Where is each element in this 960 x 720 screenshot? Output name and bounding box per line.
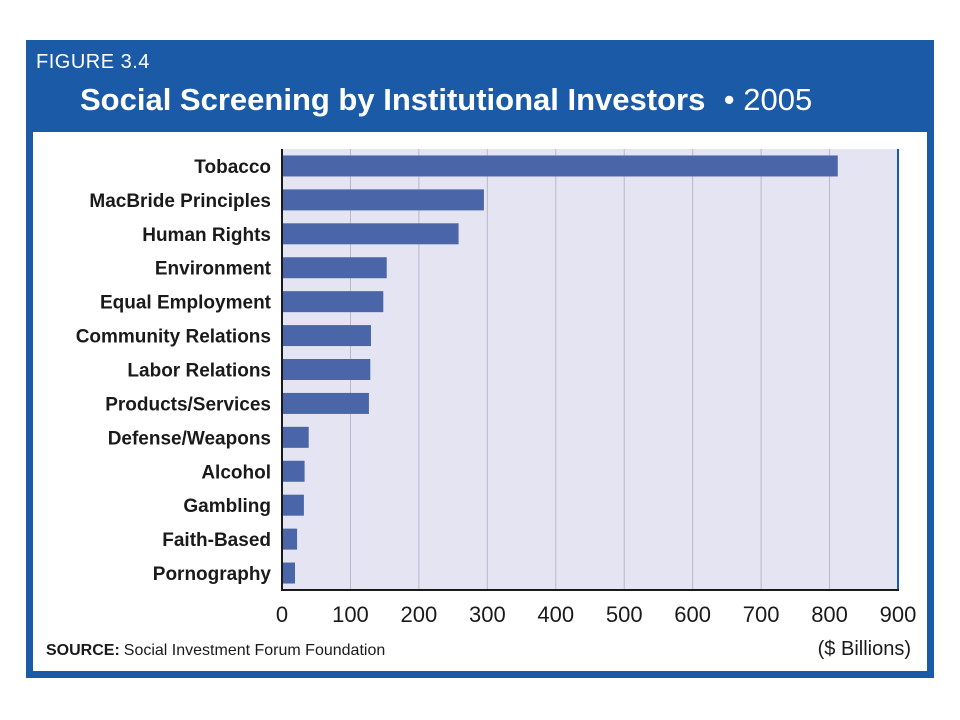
bar — [282, 528, 298, 550]
figure-frame: FIGURE 3.4 Social Screening by Instituti… — [26, 40, 934, 678]
category-label: Tobacco — [194, 157, 271, 178]
category-label: Defense/Weapons — [108, 428, 271, 449]
plot-area — [282, 149, 898, 590]
bar — [282, 359, 371, 380]
bar — [282, 494, 304, 516]
category-label: MacBride Principles — [89, 191, 271, 212]
bar — [282, 155, 838, 177]
x-axis-unit: ($ Billions) — [817, 638, 911, 660]
x-tick-label: 200 — [401, 602, 438, 627]
chart-title: Social Screening by Institutional Invest… — [80, 82, 706, 117]
x-tick-label: 400 — [537, 602, 574, 627]
source-label: SOURCE: — [46, 642, 120, 659]
chart-year: • 2005 — [723, 82, 813, 117]
category-label: Alcohol — [201, 462, 271, 483]
bar — [282, 189, 484, 211]
source-note: SOURCE: Social Investment Forum Foundatio… — [46, 642, 385, 660]
x-tick-label: 100 — [332, 602, 369, 627]
category-label: Gambling — [183, 496, 271, 517]
x-tick-label: 900 — [880, 602, 917, 627]
bar — [282, 460, 305, 482]
bar — [282, 257, 387, 279]
chart-panel: 0 100 200 300 400 500 600 700 800 900 Tobacco MacBr… — [33, 132, 927, 671]
bar — [282, 392, 369, 414]
figure-header: FIGURE 3.4 Social Screening by Instituti… — [26, 40, 934, 132]
x-tick-label: 800 — [811, 602, 848, 627]
category-label: Pornography — [153, 564, 272, 585]
bar — [282, 562, 296, 584]
category-label: Environment — [155, 259, 272, 280]
x-tick-label: 700 — [743, 602, 780, 627]
category-label: Faith-Based — [162, 530, 271, 551]
x-tick-label: 500 — [606, 602, 643, 627]
category-label: Labor Relations — [127, 361, 271, 382]
bar — [282, 325, 371, 347]
x-tick-label: 0 — [276, 602, 288, 627]
category-label: Community Relations — [76, 327, 271, 348]
bar — [282, 291, 384, 313]
title-row: Social Screening by Institutional Invest… — [80, 82, 812, 118]
category-label: Products/Services — [105, 394, 271, 415]
category-label: Human Rights — [142, 225, 271, 246]
source-text: Social Investment Forum Foundation — [123, 642, 386, 659]
figure-label: FIGURE 3.4 — [36, 51, 150, 73]
category-label: Equal Employment — [100, 293, 272, 314]
bar — [282, 223, 459, 245]
x-tick-label: 600 — [674, 602, 711, 627]
bar — [282, 426, 309, 448]
x-tick-label: 300 — [469, 602, 506, 627]
bar-chart: 0 100 200 300 400 500 600 700 800 900 Tobacco MacBr… — [76, 149, 917, 627]
